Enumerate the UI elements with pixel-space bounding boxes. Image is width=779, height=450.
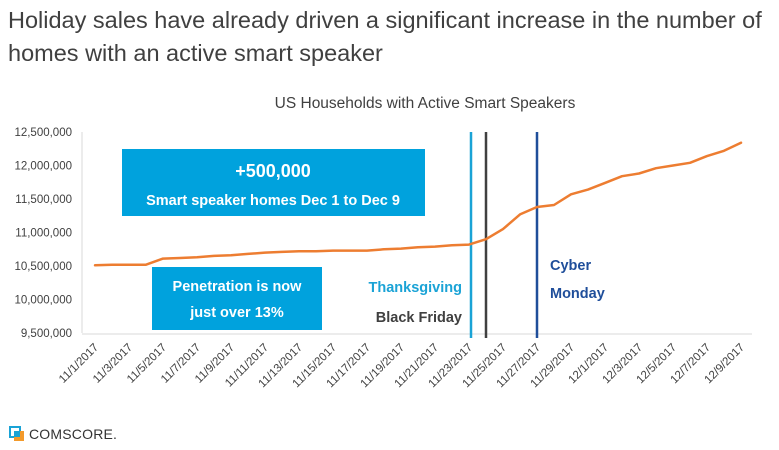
callout-box-increase: [122, 149, 425, 216]
comscore-logo-icon: [9, 426, 24, 441]
annotations: +500,000 Smart speaker homes Dec 1 to Dec…: [122, 149, 425, 330]
event-lines: Thanksgiving Black Friday Cyber Monday: [369, 132, 605, 338]
y-tick-label: 10,500,000: [14, 261, 72, 273]
cyber-monday-label-line1: Cyber: [550, 258, 591, 274]
callout-increase-value: +500,000: [235, 161, 311, 181]
brand-name: COMSCORE.: [29, 426, 118, 442]
y-tick-label: 10,000,000: [14, 295, 72, 307]
callout-penetration-line2: just over 13%: [189, 305, 284, 321]
series-line: [93, 141, 743, 267]
x-tick-labels: 11/1/201711/3/201711/5/201711/7/201711/9…: [57, 342, 747, 391]
thanksgiving-label: Thanksgiving: [369, 280, 462, 296]
comscore-logo: COMSCORE.: [9, 425, 117, 443]
black-friday-label: Black Friday: [376, 310, 462, 326]
headline: Holiday sales have already driven a sign…: [8, 7, 762, 66]
callout-increase-text: Smart speaker homes Dec 1 to Dec 9: [146, 193, 400, 209]
cyber-monday-label-line2: Monday: [550, 286, 605, 302]
y-tick-label: 12,000,000: [14, 161, 72, 173]
callout-penetration-line1: Penetration is now: [173, 279, 303, 295]
y-tick-labels: 9,500,000 10,000,000 10,500,000 11,000,000 1…: [14, 127, 72, 340]
callout-box-penetration: [152, 267, 322, 330]
y-tick-label: 9,500,000: [21, 328, 72, 340]
chart-title: US Households with Active Smart Speakers: [275, 95, 576, 112]
y-tick-label: 11,500,000: [15, 194, 72, 206]
y-tick-label: 11,000,000: [15, 228, 72, 240]
y-tick-label: 12,500,000: [14, 127, 72, 139]
line-chart: US Households with Active Smart Speakers…: [14, 95, 752, 391]
series-layer: [93, 141, 743, 267]
